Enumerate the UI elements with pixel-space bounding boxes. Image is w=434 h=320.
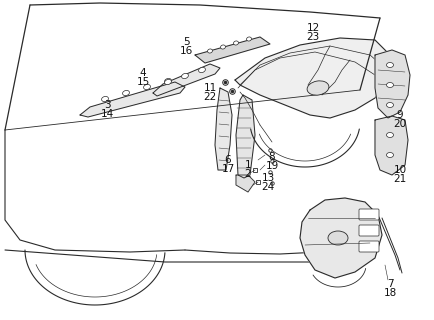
Text: 19: 19: [265, 161, 279, 171]
Ellipse shape: [387, 62, 394, 68]
Ellipse shape: [207, 49, 213, 53]
Ellipse shape: [233, 41, 238, 45]
Text: 15: 15: [136, 77, 150, 87]
Text: 13: 13: [261, 173, 275, 183]
Polygon shape: [153, 64, 220, 96]
Text: 2: 2: [245, 169, 251, 179]
Ellipse shape: [328, 231, 348, 245]
Text: 10: 10: [394, 165, 407, 175]
Ellipse shape: [122, 91, 129, 96]
Ellipse shape: [164, 78, 171, 84]
FancyBboxPatch shape: [359, 209, 379, 220]
Text: 18: 18: [383, 288, 397, 298]
Text: 4: 4: [140, 68, 146, 78]
Ellipse shape: [199, 68, 205, 73]
FancyBboxPatch shape: [359, 241, 379, 252]
Text: 3: 3: [104, 100, 110, 110]
Ellipse shape: [181, 73, 188, 79]
Ellipse shape: [387, 102, 394, 108]
Ellipse shape: [102, 96, 108, 101]
Polygon shape: [375, 50, 410, 118]
Polygon shape: [236, 95, 255, 178]
Ellipse shape: [144, 84, 151, 90]
Ellipse shape: [220, 45, 226, 49]
Text: 17: 17: [221, 164, 235, 174]
Text: 12: 12: [306, 23, 319, 33]
Text: 11: 11: [204, 83, 217, 93]
Ellipse shape: [164, 79, 171, 84]
Ellipse shape: [387, 83, 394, 87]
Text: 6: 6: [225, 155, 231, 165]
Polygon shape: [375, 116, 408, 175]
Text: 7: 7: [387, 279, 393, 289]
Text: 23: 23: [306, 32, 319, 42]
Ellipse shape: [387, 153, 394, 157]
Text: 24: 24: [261, 182, 275, 192]
Text: 16: 16: [179, 46, 193, 56]
Ellipse shape: [247, 37, 251, 41]
Polygon shape: [215, 88, 232, 170]
Text: 14: 14: [100, 109, 114, 119]
Text: 1: 1: [245, 160, 251, 170]
Text: 5: 5: [183, 37, 189, 47]
Text: 9: 9: [397, 110, 403, 120]
Text: 21: 21: [393, 174, 407, 184]
Polygon shape: [236, 175, 255, 192]
FancyBboxPatch shape: [359, 225, 379, 236]
Text: 8: 8: [269, 152, 275, 162]
Polygon shape: [195, 37, 270, 63]
Polygon shape: [235, 38, 390, 118]
Ellipse shape: [387, 132, 394, 138]
Polygon shape: [300, 198, 382, 278]
Text: 22: 22: [204, 92, 217, 102]
Polygon shape: [80, 82, 185, 117]
Ellipse shape: [307, 81, 329, 95]
Text: 20: 20: [394, 119, 407, 129]
